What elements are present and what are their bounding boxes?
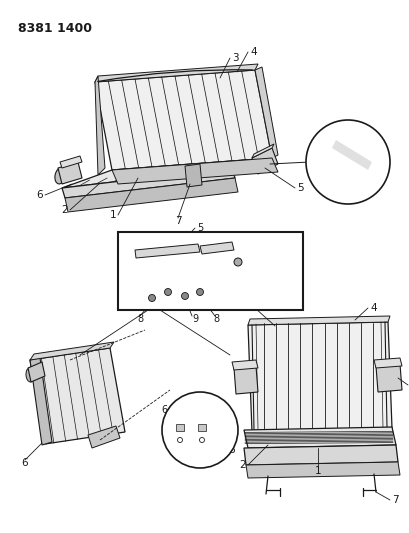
Text: 3: 3 [231, 53, 238, 63]
Circle shape [384, 372, 393, 381]
Polygon shape [62, 168, 234, 198]
Polygon shape [231, 360, 257, 370]
Text: 4: 4 [249, 47, 256, 57]
Circle shape [196, 288, 203, 295]
Polygon shape [247, 316, 389, 325]
Text: 9: 9 [191, 314, 198, 324]
Polygon shape [30, 348, 125, 444]
Polygon shape [252, 144, 273, 158]
Text: 2: 2 [239, 460, 245, 470]
Text: 2: 2 [61, 205, 68, 215]
Text: 6: 6 [162, 405, 168, 415]
Polygon shape [247, 322, 391, 432]
Circle shape [199, 438, 204, 442]
Polygon shape [60, 156, 82, 168]
Text: 11: 11 [354, 130, 366, 140]
Text: 7: 7 [391, 495, 398, 505]
Circle shape [234, 258, 241, 266]
Polygon shape [30, 342, 114, 360]
Polygon shape [373, 358, 401, 368]
Ellipse shape [26, 368, 34, 382]
Polygon shape [184, 164, 202, 187]
Polygon shape [58, 162, 82, 184]
Text: 8: 8 [137, 314, 143, 324]
Bar [198, 424, 205, 431]
Text: 3: 3 [246, 303, 252, 313]
Bar [175, 424, 184, 431]
Polygon shape [331, 140, 371, 170]
Circle shape [164, 288, 171, 295]
Polygon shape [30, 358, 52, 445]
Circle shape [305, 120, 389, 204]
Polygon shape [95, 64, 257, 82]
Text: 5: 5 [196, 223, 203, 233]
Text: 6: 6 [228, 445, 235, 455]
Polygon shape [252, 148, 277, 174]
Text: 5: 5 [296, 183, 303, 193]
Polygon shape [28, 362, 45, 382]
Polygon shape [254, 67, 277, 158]
Circle shape [264, 150, 270, 156]
Circle shape [181, 293, 188, 300]
Text: 6: 6 [22, 458, 28, 468]
Polygon shape [88, 426, 120, 448]
Polygon shape [234, 366, 257, 394]
Text: 12: 12 [209, 405, 222, 415]
Text: 8381 1400: 8381 1400 [18, 22, 92, 35]
Ellipse shape [55, 168, 65, 184]
Text: 1: 1 [314, 466, 321, 476]
Circle shape [148, 295, 155, 302]
Text: 7: 7 [124, 295, 131, 305]
Polygon shape [112, 158, 277, 184]
FancyBboxPatch shape [118, 232, 302, 310]
Polygon shape [95, 76, 105, 175]
Polygon shape [95, 70, 271, 170]
Polygon shape [65, 178, 237, 212]
Text: 7: 7 [174, 216, 181, 226]
Polygon shape [135, 244, 200, 258]
Polygon shape [243, 427, 395, 448]
Circle shape [250, 159, 258, 167]
Text: 4: 4 [369, 303, 376, 313]
Circle shape [177, 438, 182, 442]
Polygon shape [243, 445, 397, 465]
Circle shape [162, 392, 237, 468]
Polygon shape [375, 364, 401, 392]
Polygon shape [245, 462, 399, 478]
Text: 10: 10 [254, 257, 265, 267]
Text: 6: 6 [36, 190, 43, 200]
Polygon shape [62, 158, 271, 188]
Ellipse shape [69, 394, 81, 406]
Text: 8: 8 [213, 314, 218, 324]
Polygon shape [200, 242, 234, 254]
Text: 1: 1 [109, 210, 116, 220]
